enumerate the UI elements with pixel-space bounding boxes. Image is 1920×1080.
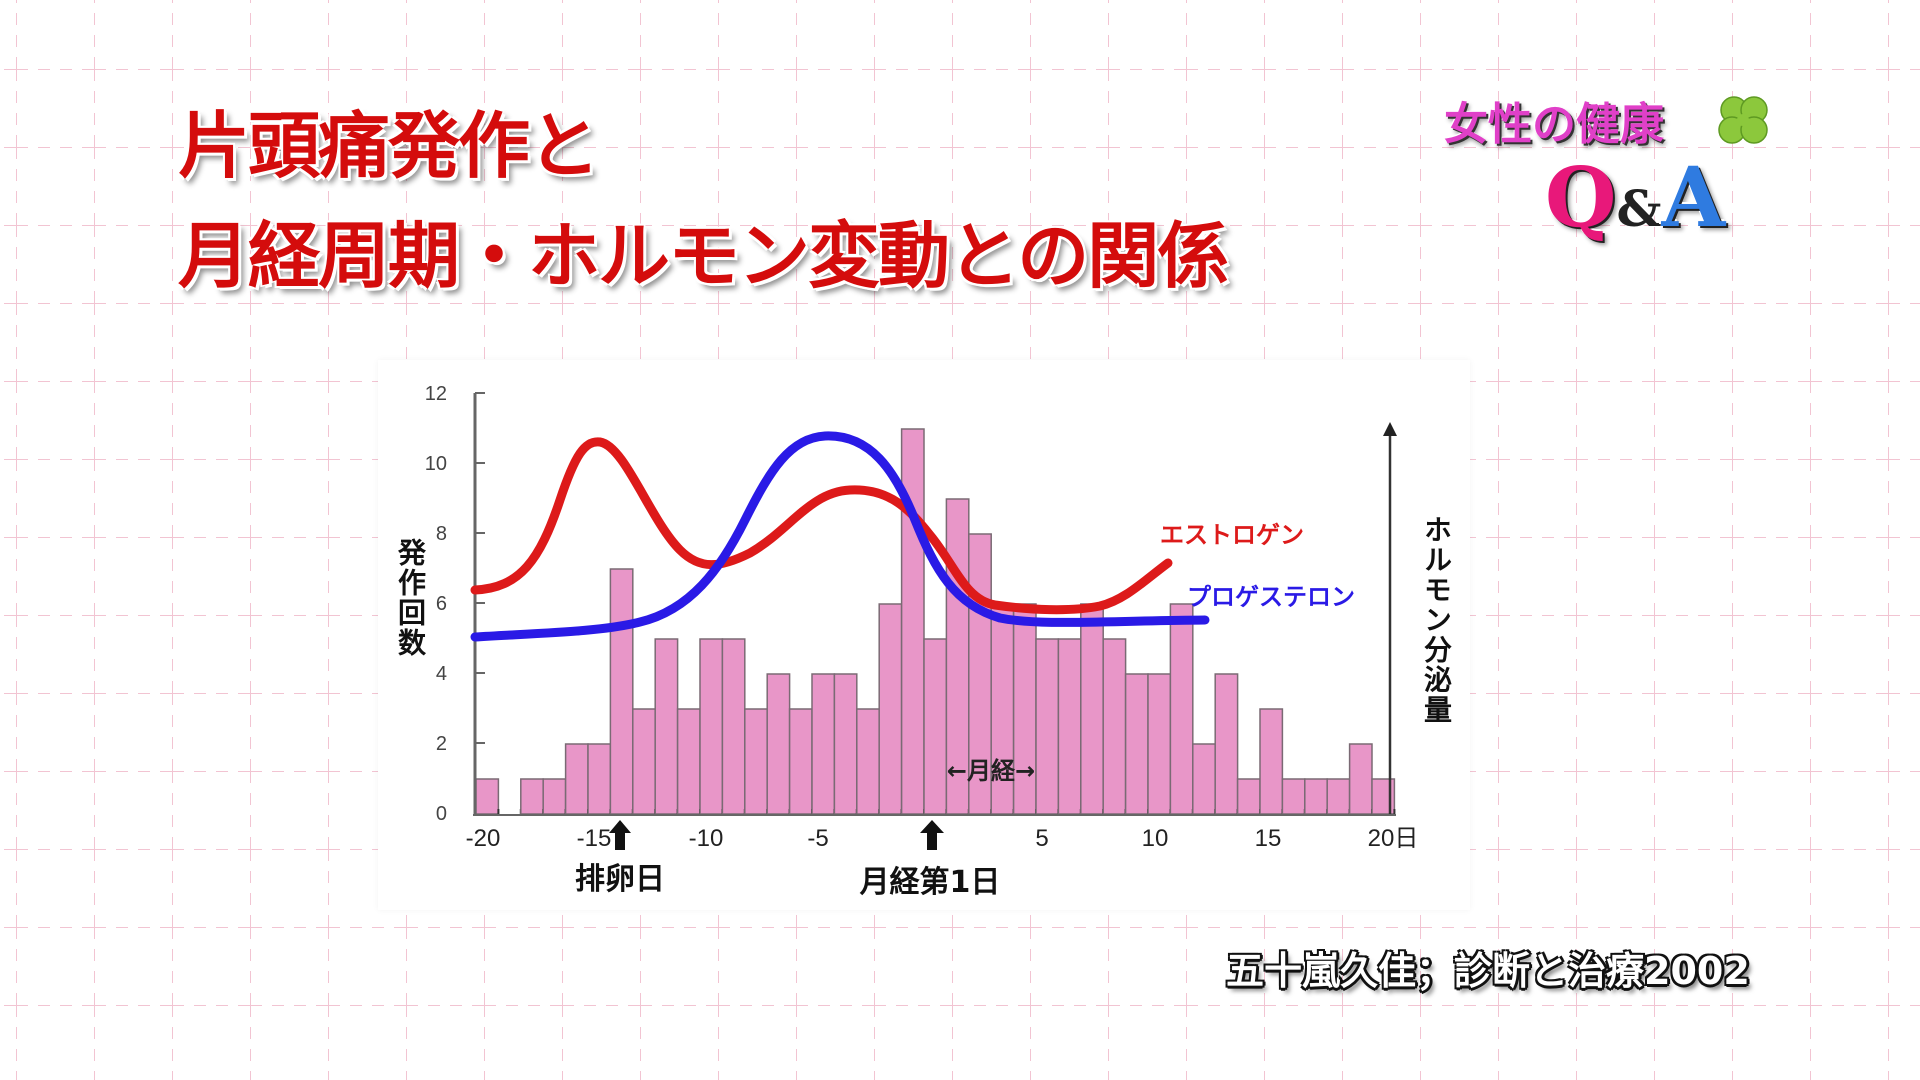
menses-day1-label: 月経第1日	[860, 865, 1001, 900]
logo-a: A	[1661, 150, 1726, 246]
bar	[609, 568, 634, 815]
bar	[1147, 673, 1172, 815]
x-tick-m15: -15	[577, 825, 612, 852]
bar	[699, 638, 724, 815]
bar	[587, 743, 612, 815]
bar	[1214, 673, 1239, 815]
x-tick-20: 20日	[1368, 825, 1419, 852]
bar	[1035, 638, 1060, 815]
logo-amp: &	[1616, 179, 1662, 238]
bar	[654, 638, 679, 815]
bar	[811, 673, 836, 815]
bar	[900, 428, 925, 815]
menses-span-label: ←月経→	[947, 757, 1035, 785]
logo-title: 女性の健康	[1444, 99, 1664, 150]
bar	[1124, 673, 1149, 815]
y-tick-8: 8	[436, 523, 447, 545]
bar	[475, 778, 500, 815]
bar	[788, 708, 813, 815]
hormone-axis-arrow-icon	[1383, 422, 1397, 436]
clover-icon	[1718, 96, 1768, 144]
y-ticks	[475, 392, 485, 744]
bar	[1236, 778, 1261, 815]
bar	[721, 638, 746, 815]
bar	[744, 708, 768, 815]
bar	[1102, 638, 1127, 815]
x-tick-5: 5	[1035, 825, 1048, 852]
bar	[1169, 603, 1194, 815]
y-axis-label: 発作回数	[394, 538, 427, 658]
bar	[833, 673, 858, 815]
ovulation-label: 排卵日	[575, 862, 665, 897]
bar	[1192, 743, 1216, 815]
bar	[1080, 603, 1104, 815]
y-tick-4: 4	[436, 663, 447, 685]
bar	[676, 708, 701, 815]
bar	[1304, 778, 1328, 815]
x-tick-m20: -20	[466, 825, 501, 852]
slide-title-line-1: 片頭痛発作と	[178, 104, 600, 188]
legend-estrogen: エストロゲン	[1160, 521, 1304, 549]
bar	[564, 743, 589, 815]
bar	[542, 778, 567, 815]
citation: 五十嵐久佳；診断と治療2002	[1226, 949, 1750, 993]
logo-q: Q	[1545, 150, 1617, 246]
y-tick-10: 10	[425, 453, 447, 475]
x-tick-labels: -20 -15 -10 -5 5 10 15 20日	[466, 825, 1419, 852]
bar	[1326, 778, 1351, 815]
bar	[878, 603, 903, 815]
legend-progesterone: プロゲステロン	[1187, 583, 1355, 611]
bar	[632, 708, 656, 815]
x-tick-m5: -5	[807, 825, 828, 852]
bar	[766, 673, 791, 815]
y-tick-2: 2	[436, 733, 447, 755]
y-tick-0: 0	[436, 803, 447, 825]
bar	[923, 638, 948, 815]
x-tick-15: 15	[1255, 825, 1282, 852]
x-tick-10: 10	[1142, 825, 1169, 852]
y2-axis-label: ホルモン分泌量	[1420, 515, 1453, 725]
logo-qa: Q&A	[1545, 150, 1725, 246]
estrogen-curve	[470, 437, 1173, 615]
bar	[1057, 638, 1082, 815]
attack-count-bars	[475, 428, 1396, 815]
progesterone-curve	[470, 431, 1210, 642]
y-tick-6: 6	[436, 593, 447, 615]
bar	[1259, 708, 1284, 815]
y-tick-12: 12	[425, 383, 447, 405]
ovulation-arrow-icon	[609, 820, 631, 850]
bar	[856, 708, 880, 815]
x-tick-m10: -10	[689, 825, 724, 852]
bar	[1281, 778, 1306, 815]
bar	[1348, 743, 1373, 815]
bar	[520, 778, 544, 815]
y-tick-labels: 12 10 8 6 4 2 0	[425, 383, 447, 825]
menses-day1-arrow-icon	[920, 820, 944, 850]
slide-title-line-2: 月経周期・ホルモン変動との関係	[178, 214, 1229, 298]
